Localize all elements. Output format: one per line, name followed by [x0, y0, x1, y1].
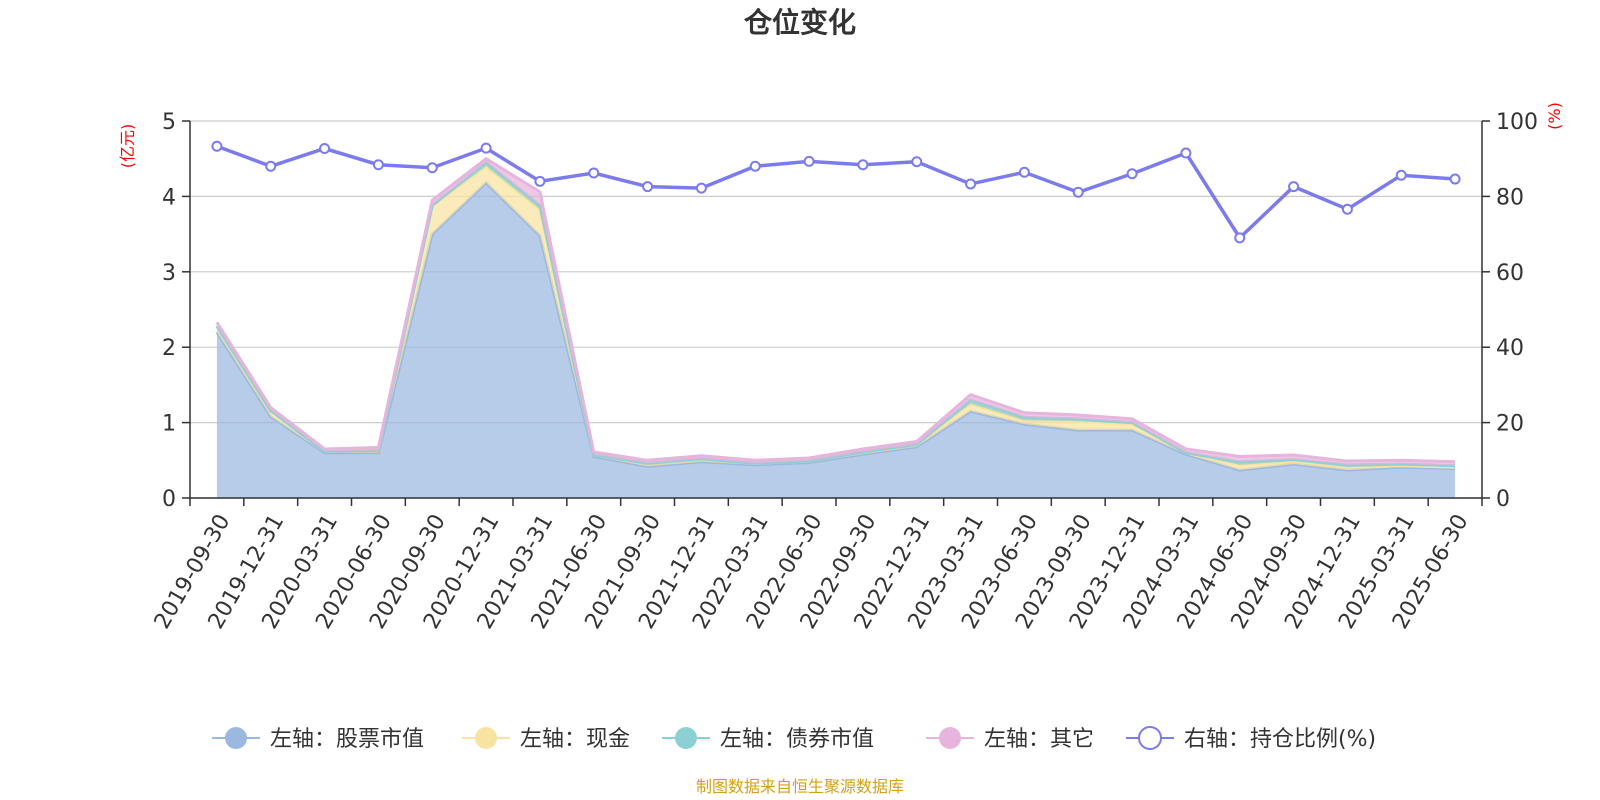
ratio-point: [372, 159, 384, 171]
ratio-point: [211, 140, 223, 152]
left-tick-label: 5: [162, 110, 176, 135]
ratio-point: [749, 160, 761, 172]
ratio-point: [1288, 181, 1300, 193]
ratio-point: [1126, 168, 1138, 180]
ratio-point: [1234, 232, 1246, 244]
stacked-areas: [215, 156, 1456, 498]
right-tick-label: 0: [1496, 487, 1510, 512]
ratio-point: [1395, 169, 1407, 181]
left-axis-unit: (亿元): [118, 124, 137, 169]
right-tick-label: 60: [1496, 261, 1524, 286]
ratio-point: [588, 167, 600, 179]
chart-title: 仓位变化: [744, 6, 856, 39]
legend-marker: [939, 727, 961, 749]
left-tick-label: 1: [162, 412, 176, 437]
ratio-point: [265, 160, 277, 172]
legend: 左轴：股票市值 左轴：现金 左轴：债券市值 左轴：其它 右轴：持仓比例(%): [212, 726, 1376, 752]
legend-marker: [675, 727, 697, 749]
left-tick-label: 3: [162, 261, 176, 286]
legend-label: 左轴：股票市值: [270, 727, 424, 752]
left-tick-label: 2: [162, 336, 176, 361]
right-tick-label: 80: [1496, 185, 1524, 210]
right-tick-label: 40: [1496, 336, 1524, 361]
ratio-point: [480, 142, 492, 154]
ratio-point: [1449, 173, 1461, 185]
ratio-point: [857, 159, 869, 171]
area-edge-line: [215, 156, 1456, 464]
ratio-line-path: [216, 144, 1456, 241]
area-0: [216, 182, 1456, 498]
left-tick-label: 4: [162, 185, 176, 210]
legend-label: 左轴：债券市值: [720, 727, 874, 752]
holding-ratio-line: [211, 140, 1461, 244]
right-tick-label: 20: [1496, 412, 1524, 437]
ratio-point: [965, 178, 977, 190]
right-axis-unit: (%): [1545, 102, 1564, 130]
ratio-point: [1072, 186, 1084, 198]
ratio-point: [1018, 166, 1030, 178]
legend-label: 右轴：持仓比例(%): [1184, 727, 1376, 752]
legend-label: 左轴：现金: [520, 727, 630, 752]
legend-marker: [475, 727, 497, 749]
ratio-point: [911, 156, 923, 168]
legend-marker: [225, 727, 247, 749]
ratio-point: [1341, 203, 1353, 215]
legend-label: 左轴：其它: [984, 727, 1094, 752]
legend-marker: [1138, 726, 1162, 750]
ratio-point: [534, 175, 546, 187]
ratio-point: [426, 162, 438, 174]
left-tick-label: 0: [162, 487, 176, 512]
axes: 0123450204060801002019-09-302019-12-3120…: [150, 110, 1538, 633]
ratio-point: [695, 182, 707, 194]
ratio-point: [319, 143, 331, 155]
right-tick-label: 100: [1496, 110, 1538, 135]
source-note: 制图数据来自恒生聚源数据库: [696, 777, 904, 796]
ratio-point: [1180, 147, 1192, 159]
ratio-point: [803, 155, 815, 167]
ratio-point: [642, 181, 654, 193]
